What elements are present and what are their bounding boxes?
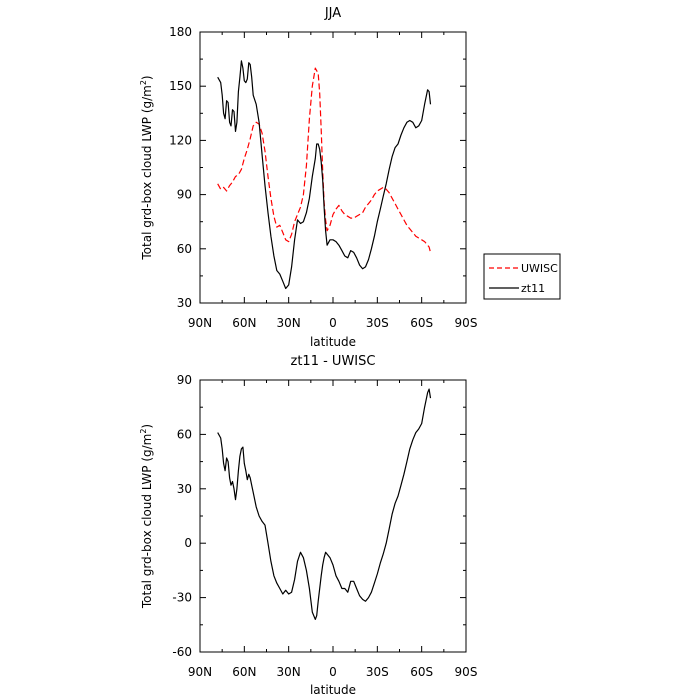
x-tick-label: 0 [329, 316, 337, 330]
series-line-series-0 [217, 388, 432, 621]
x-tick-label: 30S [366, 316, 389, 330]
y-tick-label: 120 [169, 133, 192, 147]
tick-layer: 90N 60N 30N 0 30S 60S 90S 30 60 90 120 150 180 [169, 25, 477, 330]
tick-layer: 90N 60N 30N 0 30S 60S 90S -60 -30 0 30 60 90 [172, 373, 477, 679]
y-axis-label-end: ) [140, 75, 154, 80]
series-layer [217, 388, 432, 621]
y-axis-label-superscript: 2 [139, 429, 148, 434]
series-line-zt11 [217, 60, 432, 290]
chart-jja: JJA 90N 60N 30N 0 30S 60S 90S 30 60 90 120 150 180 l… [139, 6, 561, 349]
y-tick-label: -30 [172, 591, 192, 605]
y-tick-label: 0 [184, 536, 192, 550]
y-tick-label: 60 [177, 242, 192, 256]
legend-label-uwisc: UWISC [521, 262, 558, 275]
y-axis-label-end: ) [140, 424, 154, 429]
x-axis-label: latitude [310, 335, 356, 349]
y-axis-label: Total grd-box cloud LWP (g/m2) [139, 424, 154, 609]
x-axis-label: latitude [310, 683, 356, 697]
x-tick-label: 30N [277, 665, 301, 679]
x-tick-label: 0 [329, 665, 337, 679]
x-tick-label: 60N [232, 665, 256, 679]
x-tick-label: 60S [410, 316, 433, 330]
x-tick-label: 30S [366, 665, 389, 679]
x-tick-label: 90S [455, 316, 478, 330]
y-tick-label: 30 [177, 296, 192, 310]
y-axis-label-superscript: 2 [139, 80, 148, 85]
y-axis-label-main: Total grd-box cloud LWP (g/m [140, 434, 154, 609]
x-tick-label: 90N [188, 665, 212, 679]
y-tick-label: -60 [172, 645, 192, 659]
chart-title: zt11 - UWISC [291, 354, 376, 369]
series-layer [217, 60, 432, 290]
legend-label-zt11: zt11 [521, 282, 545, 295]
chart-difference: zt11 - UWISC 90N 60N 30N 0 30S 60S 90S -60 -30 0 3… [139, 354, 477, 697]
x-tick-label: 90N [188, 316, 212, 330]
y-tick-label: 90 [177, 373, 192, 387]
legend: UWISC zt11 [483, 253, 561, 300]
y-tick-label: 60 [177, 427, 192, 441]
y-axis-label: Total grd-box cloud LWP (g/m2) [139, 75, 154, 260]
y-tick-label: 180 [169, 25, 192, 39]
x-tick-label: 90S [455, 665, 478, 679]
x-tick-label: 60N [232, 316, 256, 330]
x-tick-label: 60S [410, 665, 433, 679]
x-tick-label: 30N [277, 316, 301, 330]
y-tick-label: 150 [169, 79, 192, 93]
chart-title: JJA [324, 6, 341, 21]
legend-box [483, 253, 561, 300]
y-tick-label: 30 [177, 482, 192, 496]
y-tick-label: 90 [177, 188, 192, 202]
y-axis-label-main: Total grd-box cloud LWP (g/m [140, 85, 154, 260]
